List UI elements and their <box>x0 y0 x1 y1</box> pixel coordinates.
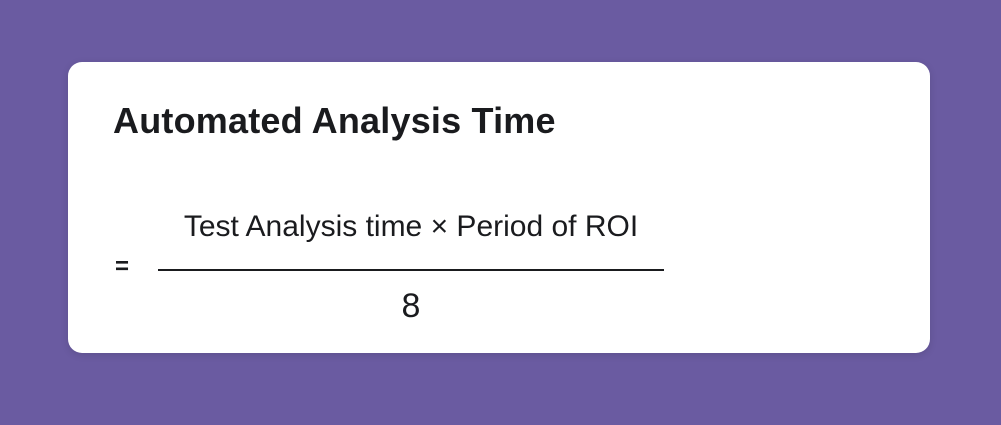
formula-card: Automated Analysis Time = Test Analysis … <box>68 62 930 353</box>
equals-sign: = <box>115 253 130 280</box>
fraction-bar <box>158 269 665 271</box>
card-title: Automated Analysis Time <box>113 100 556 141</box>
formula: = Test Analysis time × Period of ROI 8 <box>115 208 665 326</box>
fraction: Test Analysis time × Period of ROI 8 <box>158 208 665 326</box>
fraction-denominator: 8 <box>401 287 421 325</box>
fraction-numerator: Test Analysis time × Period of ROI <box>183 210 639 243</box>
